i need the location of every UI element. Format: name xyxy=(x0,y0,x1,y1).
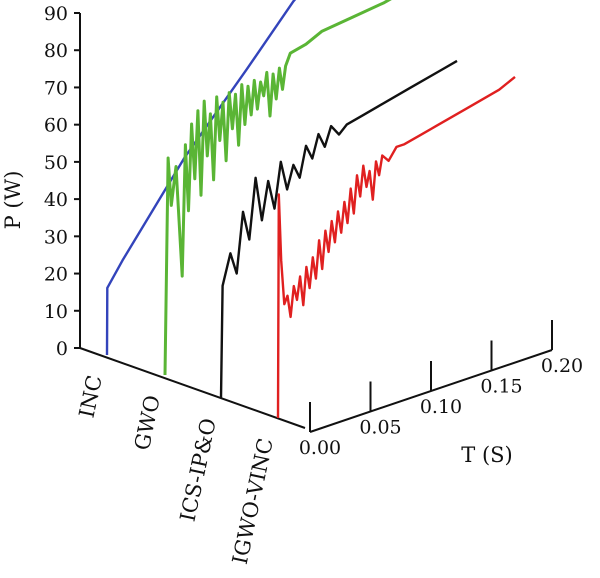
series-line-gwo xyxy=(163,0,392,376)
chart-labels: 0 10 20 30 40 50 60 70 80 90 P (W) INC GWO ICS-IP&O IG… xyxy=(1,3,583,566)
p-axis-tick-label: 10 xyxy=(44,301,68,323)
p-axis-tick-label: 60 xyxy=(44,115,68,137)
chart-series xyxy=(105,0,516,419)
p-axis-tick-label: 70 xyxy=(44,77,68,99)
category-label: ICS-IP&O xyxy=(176,416,221,524)
p-axis-tick-label: 90 xyxy=(44,3,68,25)
category-label: IGWO-VINC xyxy=(228,436,278,566)
category-axis-line xyxy=(79,347,306,429)
category-label: INC xyxy=(75,373,107,420)
category-label: GWO xyxy=(130,393,165,452)
p-axis-tick-label: 20 xyxy=(44,264,68,286)
t-axis-tick-label: 0.20 xyxy=(541,355,583,377)
t-axis-tick-label: 0.00 xyxy=(299,437,341,459)
p-axis-label: P (W) xyxy=(1,171,25,230)
p-axis-tick-label: 80 xyxy=(44,40,68,62)
p-axis-tick-label: 40 xyxy=(44,189,68,211)
t-axis-label: T (S) xyxy=(461,443,512,467)
chart-axes xyxy=(74,12,553,433)
t-axis-tick-label: 0.10 xyxy=(420,396,462,418)
p-axis-tick-label: 30 xyxy=(44,226,68,248)
p-axis-tick-label: 0 xyxy=(56,338,68,360)
series-line-igwo-vinc xyxy=(276,75,516,419)
series-line-ics-ip-o xyxy=(219,59,458,399)
p-axis-tick-label: 50 xyxy=(44,152,68,174)
t-axis-tick-label: 0.05 xyxy=(359,417,401,439)
t-axis-tick-label: 0.15 xyxy=(480,376,522,398)
